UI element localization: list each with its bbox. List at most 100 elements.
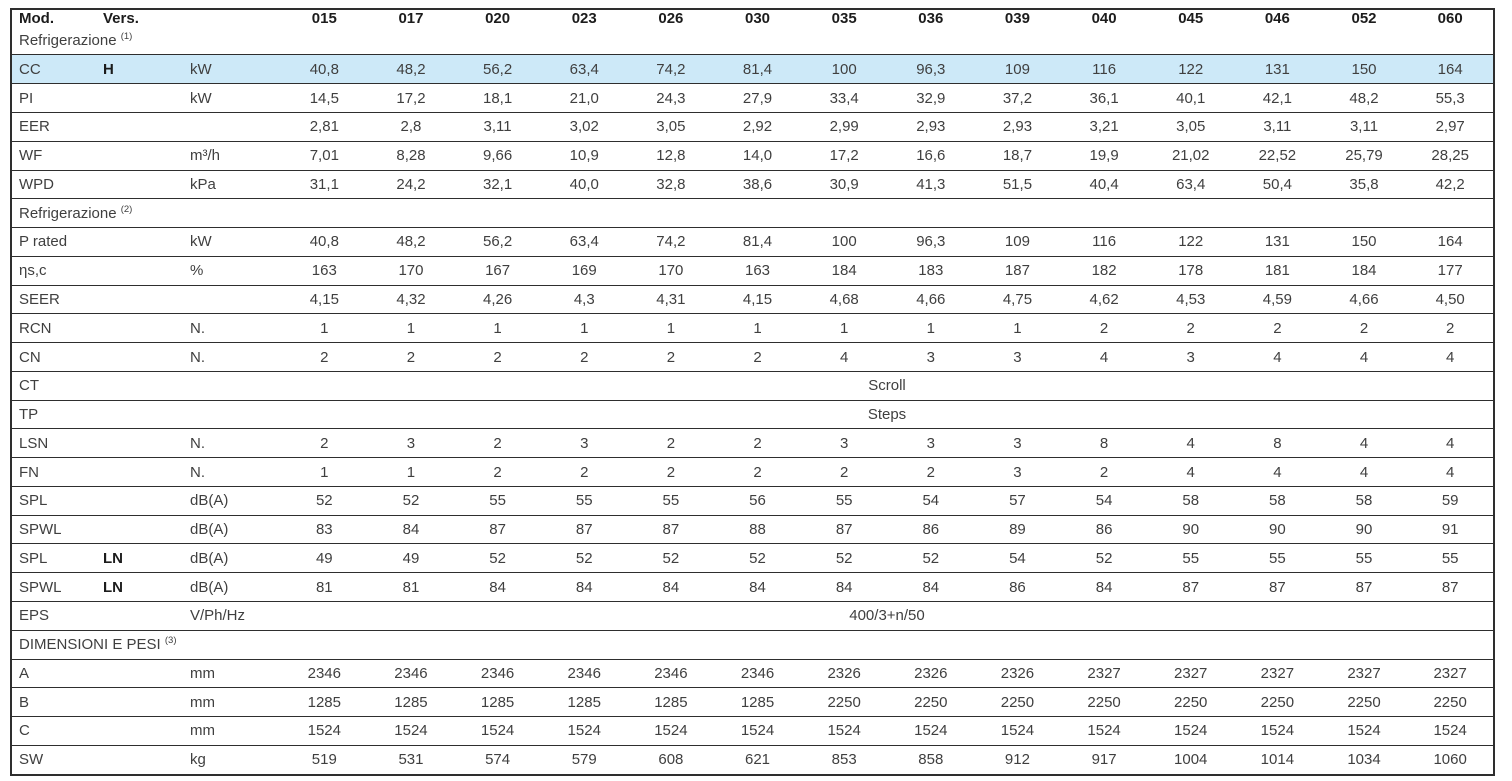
- section-footnote-marker: (1): [120, 31, 133, 43]
- value-cell: 170: [658, 262, 684, 280]
- value-cell: 87: [662, 521, 680, 539]
- value-cell: 84: [835, 578, 853, 596]
- value-cell: 1014: [1260, 751, 1295, 769]
- header-model: 035: [831, 10, 857, 27]
- spec-row: SEER 4,15 4,32 4,26 4,3 4,31 4,15 4,68 4,66 4,75 4…: [11, 285, 1494, 314]
- value-cell: 86: [1095, 521, 1113, 539]
- value-cell: 181: [1264, 262, 1290, 280]
- header-model: 017: [398, 10, 424, 27]
- value-cell: 2: [839, 463, 849, 481]
- value-cell: 4,15: [742, 290, 773, 308]
- value-cell: 116: [1060, 54, 1148, 84]
- value-cell: 1524: [1087, 722, 1121, 740]
- value-cell: 8: [1273, 434, 1282, 452]
- value-cell: 1524: [1347, 722, 1381, 740]
- row-version: [99, 113, 186, 142]
- value-cell: 54: [1095, 492, 1113, 510]
- value-cell: 2: [1359, 319, 1369, 337]
- value-cell: 2250: [914, 693, 948, 711]
- value-cell: 57: [1009, 492, 1026, 510]
- row-version: [99, 429, 186, 458]
- value-cell: 96,3: [916, 233, 946, 251]
- value-cell: 2346: [307, 664, 341, 682]
- row-unit: mm: [190, 664, 215, 682]
- row-version: [99, 458, 186, 487]
- value-cell: 55: [835, 492, 853, 510]
- value-cell: 4,66: [916, 290, 946, 308]
- value-cell: 1285: [654, 693, 688, 711]
- value-cell: 1524: [1433, 722, 1467, 740]
- value-cell: 109: [1004, 233, 1030, 251]
- value-cell: 55: [1269, 549, 1286, 567]
- row-label: EPS: [19, 607, 50, 625]
- value-cell: 38,6: [742, 175, 773, 193]
- value-cell: 4,32: [396, 290, 426, 308]
- row-unit: N.: [190, 348, 205, 366]
- row-version: [99, 400, 186, 429]
- value-cell: 164: [1407, 54, 1494, 84]
- header-model: 045: [1178, 10, 1204, 27]
- value-cell: 4,59: [1262, 290, 1292, 308]
- value-cell: 83: [315, 521, 333, 539]
- value-cell: 1524: [1174, 722, 1208, 740]
- row-label: WPD: [19, 175, 54, 193]
- value-cell: 164: [1437, 233, 1463, 251]
- section-row: Refrigerazione (2): [11, 199, 1494, 228]
- row-unit: dB(A): [190, 578, 229, 596]
- row-unit: %: [190, 262, 204, 280]
- value-cell: 2250: [1174, 693, 1208, 711]
- value-cell: 184: [1351, 262, 1377, 280]
- section-label-text: DIMENSIONI E PESI: [19, 636, 161, 654]
- value-cell: 40,8: [309, 233, 339, 251]
- value-cell: 42,1: [1262, 89, 1292, 107]
- span-value-cell: Scroll: [868, 377, 906, 395]
- value-cell: 8,28: [396, 147, 426, 165]
- value-cell: 3,11: [483, 118, 512, 136]
- value-cell: 170: [398, 262, 424, 280]
- value-cell: 55: [662, 492, 680, 510]
- value-cell: 33,4: [829, 89, 859, 107]
- value-cell: 2: [1099, 319, 1109, 337]
- value-cell: 3,05: [1176, 118, 1206, 136]
- value-cell: 87: [489, 521, 506, 539]
- header-model: 052: [1351, 10, 1377, 27]
- section-label: Refrigerazione (1): [11, 27, 1494, 55]
- spec-row: CN N. 2 2 2 2 2 2 4 3 3 4 3 4 4 4: [11, 343, 1494, 372]
- value-cell: 87: [575, 521, 593, 539]
- value-cell: 84: [489, 578, 506, 596]
- value-cell: 100: [800, 54, 888, 84]
- row-label: SPL: [19, 492, 48, 510]
- value-cell: 2: [1445, 319, 1455, 337]
- value-cell: 2: [666, 348, 676, 366]
- row-label: B: [19, 693, 30, 711]
- header-model: 015: [311, 10, 337, 27]
- row-version: [99, 170, 186, 199]
- value-cell: 1: [320, 463, 329, 481]
- value-cell: 86: [922, 521, 940, 539]
- value-cell: 81,4: [714, 54, 801, 84]
- row-label: CC: [11, 54, 99, 84]
- row-version: [99, 659, 186, 688]
- header-mod: Mod.: [19, 10, 54, 27]
- value-cell: 55: [1355, 549, 1373, 567]
- header-unit: [186, 9, 281, 27]
- value-cell: 116: [1092, 233, 1117, 251]
- value-cell: 1: [753, 319, 762, 337]
- value-cell: 2346: [394, 664, 428, 682]
- value-cell: 88: [749, 521, 766, 539]
- value-cell: 59: [1441, 492, 1459, 510]
- row-label: P rated: [19, 233, 68, 251]
- spec-row: PI kW 14,5 17,2 18,1 21,0 24,3 27,9 33,4 32,9 37,2…: [11, 84, 1494, 113]
- row-label: A: [19, 664, 30, 682]
- value-cell: 52: [835, 549, 853, 567]
- value-cell: 55: [1182, 549, 1200, 567]
- value-cell: 21,0: [569, 89, 599, 107]
- value-cell: 56,2: [483, 233, 513, 251]
- value-cell: 2: [666, 463, 676, 481]
- value-cell: 2,97: [1435, 118, 1465, 136]
- value-cell: 1524: [480, 722, 515, 740]
- value-cell: 100: [831, 233, 857, 251]
- value-cell: 2326: [827, 664, 861, 682]
- value-cell: 18,1: [483, 89, 513, 107]
